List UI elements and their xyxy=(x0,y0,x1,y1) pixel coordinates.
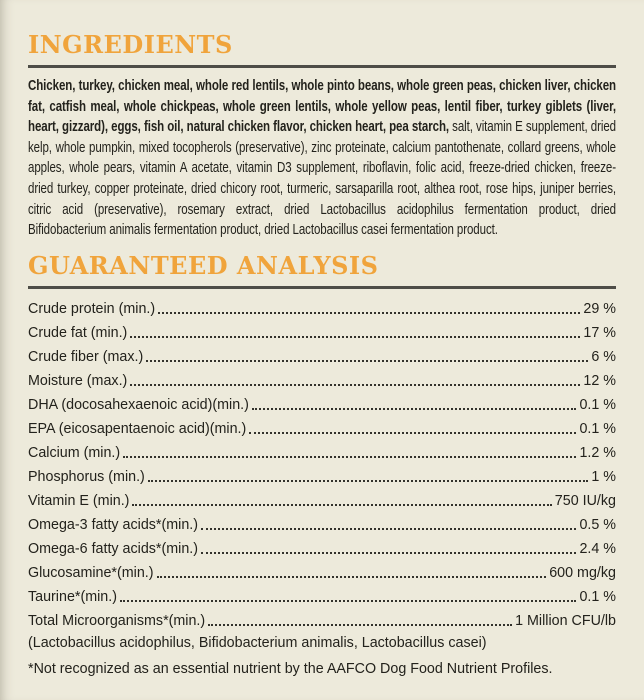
row-value: 12 % xyxy=(583,372,616,389)
ingredients-secondary-text: salt, vitamin E supplement, dried kelp, … xyxy=(28,119,617,239)
ingredients-paragraph: Chicken, turkey, chicken meal, whole red… xyxy=(28,76,616,241)
row-label: Calcium (min.) xyxy=(28,444,121,461)
analysis-row-phosphorus: Phosphorus (min.) 1 % xyxy=(28,462,616,486)
analysis-row-total-microorganisms: Total Microorganisms*(min.) 1 Million CF… xyxy=(28,606,616,630)
row-label: Crude fat (min.) xyxy=(28,324,128,341)
analysis-row-dha: DHA (docosahexaenoic acid)(min.) 0.1 % xyxy=(28,390,616,414)
dot-leader xyxy=(251,407,577,410)
dot-leader xyxy=(208,623,513,626)
dot-leader xyxy=(201,527,577,530)
dot-leader xyxy=(146,359,589,362)
dot-leader xyxy=(130,383,581,386)
dot-leader xyxy=(147,479,589,482)
ingredients-primary-text: Chicken, turkey, chicken meal, whole red… xyxy=(28,78,616,136)
row-value: 0.1 % xyxy=(579,420,616,437)
ingredients-divider xyxy=(28,65,616,68)
row-label: Vitamin E (min.) xyxy=(28,492,130,509)
row-value: 1.2 % xyxy=(579,444,616,461)
analysis-row-crude-fiber: Crude fiber (max.) 6 % xyxy=(28,342,616,366)
dot-leader xyxy=(249,431,577,434)
row-label: Omega-3 fatty acids*(min.) xyxy=(28,516,199,533)
microorganisms-detail: (Lactobacillus acidophilus, Bifidobacter… xyxy=(28,634,487,651)
analysis-row-omega-3: Omega-3 fatty acids*(min.) 0.5 % xyxy=(28,510,616,534)
row-value: 1 Million CFU/lb xyxy=(515,612,616,629)
ingredients-section: INGREDIENTS Chicken, turkey, chicken mea… xyxy=(28,32,616,241)
guaranteed-analysis-section: GUARANTEED ANALYSIS Crude protein (min.)… xyxy=(28,250,616,679)
analysis-row-crude-protein: Crude protein (min.) 29 % xyxy=(28,294,616,318)
analysis-row-omega-6: Omega-6 fatty acids*(min.) 2.4 % xyxy=(28,534,616,558)
row-label: DHA (docosahexaenoic acid)(min.) xyxy=(28,396,249,413)
row-label: Taurine*(min.) xyxy=(28,588,117,605)
aafco-footnote: *Not recognized as an essential nutrient… xyxy=(28,660,553,677)
row-value: 750 IU/kg xyxy=(554,492,616,509)
guaranteed-analysis-divider xyxy=(28,285,616,289)
row-value: 17 % xyxy=(583,324,616,341)
dot-leader xyxy=(120,599,577,602)
analysis-row-taurine: Taurine*(min.) 0.1 % xyxy=(28,582,616,606)
row-label: Phosphorus (min.) xyxy=(28,468,145,485)
dot-leader xyxy=(156,575,547,578)
dot-leader xyxy=(201,551,577,554)
row-label: Total Microorganisms*(min.) xyxy=(28,612,206,629)
analysis-row-epa: EPA (eicosapentaenoic acid)(min.) 0.1 % xyxy=(28,414,616,438)
dot-leader xyxy=(123,455,577,458)
analysis-row-calcium: Calcium (min.) 1.2 % xyxy=(28,438,616,462)
dot-leader xyxy=(132,503,552,506)
row-value: 600 mg/kg xyxy=(549,564,616,581)
row-label: Crude protein (min.) xyxy=(28,300,156,317)
row-value: 1 % xyxy=(591,468,616,485)
analysis-row-moisture: Moisture (max.) 12 % xyxy=(28,366,616,390)
row-value: 0.1 % xyxy=(579,588,616,605)
analysis-row-vitamin-e: Vitamin E (min.) 750 IU/kg xyxy=(28,486,616,510)
row-value: 0.1 % xyxy=(579,396,616,413)
dot-leader xyxy=(130,335,581,338)
analysis-row-crude-fat: Crude fat (min.) 17 % xyxy=(28,318,616,342)
row-label: EPA (eicosapentaenoic acid)(min.) xyxy=(28,420,247,437)
analysis-row-glucosamine: Glucosamine*(min.) 600 mg/kg xyxy=(28,558,616,582)
row-label: Omega-6 fatty acids*(min.) xyxy=(28,540,199,557)
row-value: 0.5 % xyxy=(579,516,616,533)
row-value: 29 % xyxy=(583,300,616,317)
row-label: Crude fiber (max.) xyxy=(28,348,144,365)
row-label: Moisture (max.) xyxy=(28,372,128,389)
analysis-table: Crude protein (min.) 29 % Crude fat (min… xyxy=(28,294,616,630)
dot-leader xyxy=(158,311,581,314)
ingredients-title: INGREDIENTS xyxy=(28,30,233,59)
row-value: 6 % xyxy=(591,348,616,365)
row-value: 2.4 % xyxy=(579,540,616,557)
guaranteed-analysis-title: GUARANTEED ANALYSIS xyxy=(28,250,379,280)
row-label: Glucosamine*(min.) xyxy=(28,564,154,581)
